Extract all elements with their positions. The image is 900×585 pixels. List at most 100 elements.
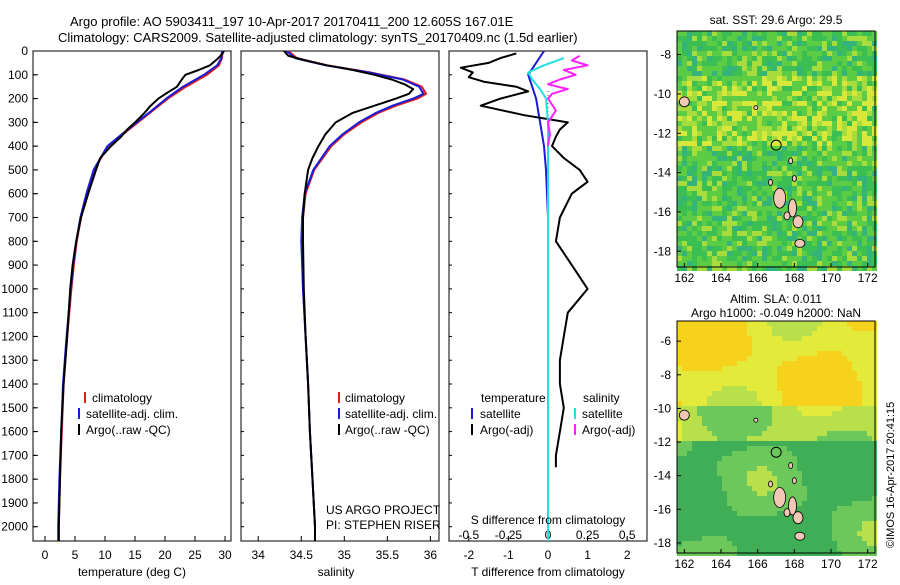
map-cell	[812, 76, 817, 81]
map-cell	[712, 361, 717, 366]
map-cell	[837, 41, 842, 46]
map-cell	[792, 456, 797, 461]
map-cell	[737, 481, 742, 486]
map-cell	[682, 331, 687, 336]
map-cell	[697, 146, 702, 151]
map-cell	[842, 116, 847, 121]
map-cell	[742, 146, 747, 151]
map-cell	[832, 251, 837, 256]
map-cell	[802, 236, 807, 241]
map-cell	[712, 346, 717, 351]
map-cell	[822, 71, 827, 76]
map-cell	[867, 361, 872, 366]
map-cell	[802, 511, 807, 516]
map-cell	[817, 266, 822, 271]
map-cell	[842, 336, 847, 341]
map-cell	[702, 261, 707, 266]
map-cell	[687, 331, 692, 336]
map-cell	[767, 406, 772, 411]
map-cell	[817, 481, 822, 486]
map-cell	[857, 221, 862, 226]
map-cell	[767, 256, 772, 261]
map-cell	[687, 426, 692, 431]
map-cell	[717, 476, 722, 481]
map-cell	[717, 191, 722, 196]
map-cell	[762, 491, 767, 496]
map-cell	[772, 431, 777, 436]
map-cell	[767, 341, 772, 346]
map-cell	[802, 266, 807, 271]
map-cell	[712, 166, 717, 171]
map-cell	[837, 111, 842, 116]
salinity-xlabel: salinity	[318, 565, 355, 579]
map-cell	[697, 376, 702, 381]
map-cell	[757, 536, 762, 541]
map-cell	[797, 71, 802, 76]
map-cell	[712, 516, 717, 521]
map-cell	[767, 66, 772, 71]
map-cell	[847, 201, 852, 206]
map-cell	[782, 36, 787, 41]
map-cell	[752, 76, 757, 81]
map-cell	[842, 196, 847, 201]
map-cell	[737, 166, 742, 171]
map-cell	[697, 411, 702, 416]
map-cell	[842, 86, 847, 91]
map-cell	[832, 46, 837, 51]
map-cell	[682, 326, 687, 331]
map-cell	[857, 151, 862, 156]
map-cell	[847, 101, 852, 106]
map-cell	[822, 331, 827, 336]
map-cell	[687, 446, 692, 451]
map-cell	[852, 446, 857, 451]
map-cell	[752, 421, 757, 426]
map-cell	[772, 526, 777, 531]
map-cell	[722, 426, 727, 431]
map-cell	[782, 431, 787, 436]
float-position-marker	[770, 446, 782, 458]
map-cell	[862, 211, 867, 216]
map-cell	[812, 391, 817, 396]
map-cell	[687, 211, 692, 216]
map-cell	[847, 511, 852, 516]
map-cell	[722, 531, 727, 536]
map-cell	[842, 91, 847, 96]
map-cell	[727, 151, 732, 156]
map-cell	[867, 231, 872, 236]
map-cell	[717, 511, 722, 516]
map-cell	[867, 506, 872, 511]
map-cell	[797, 456, 802, 461]
map-cell	[692, 321, 697, 326]
map-cell	[797, 131, 802, 136]
map-cell	[737, 431, 742, 436]
map-cell	[812, 131, 817, 136]
map-cell	[782, 471, 787, 476]
map-cell	[732, 261, 737, 266]
map-cell	[792, 111, 797, 116]
map-cell	[822, 141, 827, 146]
map-cell	[772, 471, 777, 476]
map-cell	[797, 471, 802, 476]
map-cell	[747, 111, 752, 116]
map-cell	[867, 331, 872, 336]
map-cell	[822, 411, 827, 416]
map-cell	[842, 506, 847, 511]
legend-label-s-satellite: satellite	[582, 407, 623, 421]
map-cell	[752, 506, 757, 511]
map-cell	[782, 31, 787, 36]
map-cell	[817, 81, 822, 86]
map-cell	[802, 331, 807, 336]
map-cell	[682, 436, 687, 441]
map-cell	[847, 161, 852, 166]
map-cell	[687, 71, 692, 76]
map-cell	[812, 371, 817, 376]
map-cell	[827, 181, 832, 186]
map-cell	[867, 236, 872, 241]
map-cell	[687, 266, 692, 271]
map-cell	[717, 361, 722, 366]
map-cell	[737, 126, 742, 131]
map-cell	[727, 71, 732, 76]
map-cell	[792, 186, 797, 191]
island-landmass	[773, 487, 787, 508]
map-cell	[787, 426, 792, 431]
